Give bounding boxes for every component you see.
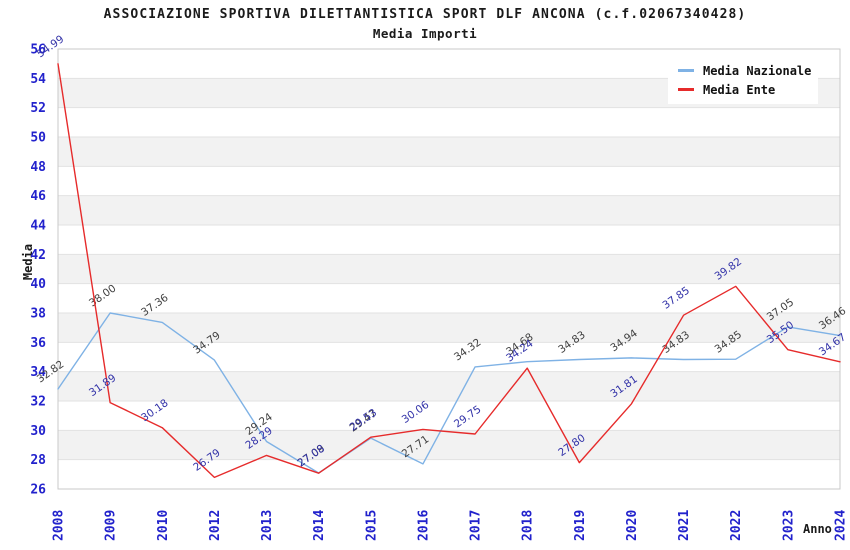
plot-band <box>58 430 840 460</box>
legend-item-media-ente: Media Ente <box>678 80 818 99</box>
y-tick-label: 28 <box>30 453 46 468</box>
plot-band <box>58 225 840 255</box>
x-tick-label: 2022 <box>729 510 744 541</box>
y-tick-label: 34 <box>30 365 46 380</box>
plot-band <box>58 137 840 167</box>
legend-box: Media Nazionale Media Ente <box>668 56 818 104</box>
y-tick-label: 52 <box>30 101 46 116</box>
plot-band <box>58 283 840 313</box>
y-tick-label: 50 <box>30 131 46 146</box>
x-tick-label: 2023 <box>781 510 796 541</box>
y-tick-label: 40 <box>30 277 46 292</box>
media-nazionale-line-marker-icon <box>678 69 694 72</box>
x-tick-label: 2024 <box>834 510 849 541</box>
y-tick-label: 54 <box>30 72 46 87</box>
y-tick-label: 48 <box>30 160 46 175</box>
y-tick-label: 44 <box>30 219 46 234</box>
legend-label-media-nazionale: Media Nazionale <box>703 63 812 78</box>
media-ente-line-marker-icon <box>678 88 694 91</box>
y-tick-label: 32 <box>30 395 46 410</box>
y-tick-label: 56 <box>30 43 46 58</box>
x-tick-label: 2013 <box>260 510 275 541</box>
x-tick-label: 2014 <box>312 510 327 541</box>
plot-band <box>58 459 840 489</box>
x-tick-label: 2016 <box>416 510 431 541</box>
x-tick-label: 2020 <box>625 510 640 541</box>
legend-item-media-nazionale: Media Nazionale <box>678 61 818 80</box>
chart-title: ASSOCIAZIONE SPORTIVA DILETTANTISTICA SP… <box>103 7 747 22</box>
x-tick-label: 2021 <box>677 510 692 541</box>
chart-subtitle: Media Importi <box>372 26 478 41</box>
series-line-media-ente <box>57 63 841 479</box>
x-tick-label: 2008 <box>52 510 67 541</box>
legend-label-media-ente: Media Ente <box>703 82 776 97</box>
plot-band <box>58 195 840 225</box>
x-tick-label: 2018 <box>521 510 536 541</box>
plot-band <box>58 166 840 196</box>
y-tick-label: 42 <box>30 248 46 263</box>
plot-band <box>58 371 840 401</box>
x-tick-label: 2019 <box>573 510 588 541</box>
y-tick-label: 36 <box>30 336 46 351</box>
plot-band <box>58 342 840 372</box>
plot-border <box>57 48 841 490</box>
plot-band <box>58 313 840 343</box>
y-tick-label: 30 <box>30 424 46 439</box>
y-tick-label: 38 <box>30 307 46 322</box>
y-tick-label: 46 <box>30 189 46 204</box>
x-tick-label: 2012 <box>208 510 223 541</box>
x-tick-label: 2010 <box>156 510 171 541</box>
x-axis-title: Anno <box>803 522 832 536</box>
x-tick-label: 2009 <box>104 510 119 541</box>
x-tick-label: 2017 <box>469 510 484 541</box>
plot-band <box>58 254 840 284</box>
plot-band <box>58 107 840 137</box>
y-tick-label: 26 <box>30 483 46 498</box>
series-line-media-nazionale <box>57 312 841 474</box>
x-tick-label: 2015 <box>364 510 379 541</box>
